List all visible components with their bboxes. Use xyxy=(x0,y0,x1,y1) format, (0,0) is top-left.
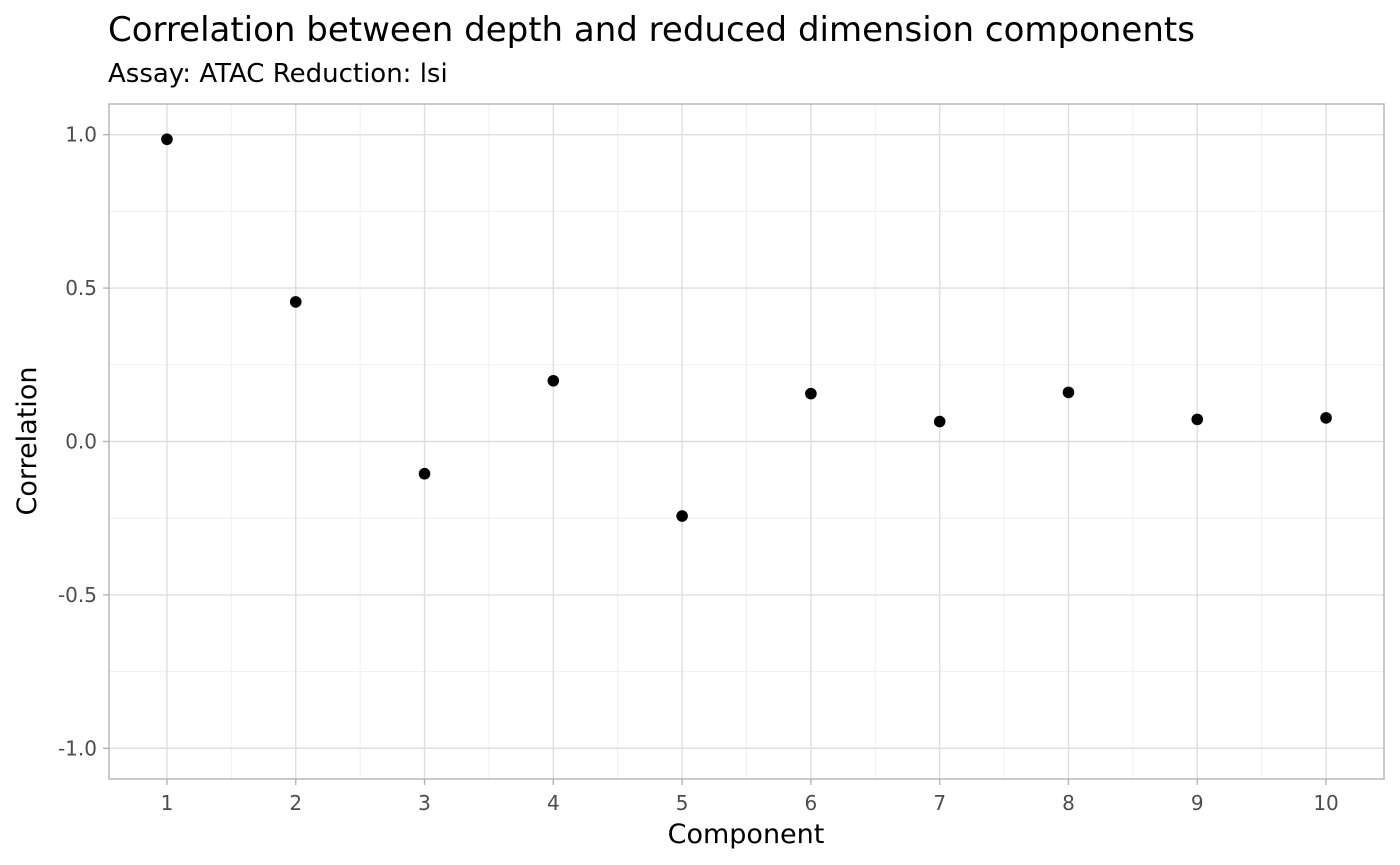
x-tick-label: 9 xyxy=(1191,791,1204,815)
data-point xyxy=(547,374,560,387)
x-tick-label: 7 xyxy=(933,791,946,815)
x-tick-label: 2 xyxy=(289,791,302,815)
x-tick-label: 3 xyxy=(418,791,431,815)
major-gridlines xyxy=(109,104,1384,779)
data-point xyxy=(289,296,302,308)
y-axis-ticks: 1.0 0.5 0.0 -0.5 -1.0 xyxy=(58,123,109,760)
data-point xyxy=(933,415,946,428)
data-point xyxy=(161,133,173,146)
data-point xyxy=(1062,386,1075,399)
x-tick-label: 5 xyxy=(676,791,689,815)
x-tick-label: 4 xyxy=(547,791,560,815)
data-point xyxy=(1191,413,1204,426)
chart-subtitle: Assay: ATAC Reduction: lsi xyxy=(108,59,448,89)
x-tick-label: 1 xyxy=(161,791,174,815)
y-tick-label: 0.0 xyxy=(65,430,97,454)
data-point xyxy=(1320,412,1332,424)
y-tick-label: -0.5 xyxy=(58,583,97,607)
y-tick-label: 0.5 xyxy=(65,276,97,300)
x-tick-label: 8 xyxy=(1062,791,1075,815)
data-point xyxy=(676,510,688,522)
x-tick-label: 10 xyxy=(1313,791,1338,815)
x-axis-ticks: 1 2 3 4 5 6 7 8 9 10 xyxy=(161,779,1339,815)
data-point xyxy=(805,387,817,400)
y-axis-title: Correlation xyxy=(12,367,43,516)
chart-title: Correlation between depth and reduced di… xyxy=(108,10,1195,50)
y-tick-label: 1.0 xyxy=(65,123,97,147)
x-tick-label: 6 xyxy=(805,791,818,815)
data-points xyxy=(161,133,1332,522)
x-axis-title: Component xyxy=(668,819,825,850)
y-tick-label: -1.0 xyxy=(58,736,97,760)
data-point xyxy=(418,467,431,480)
